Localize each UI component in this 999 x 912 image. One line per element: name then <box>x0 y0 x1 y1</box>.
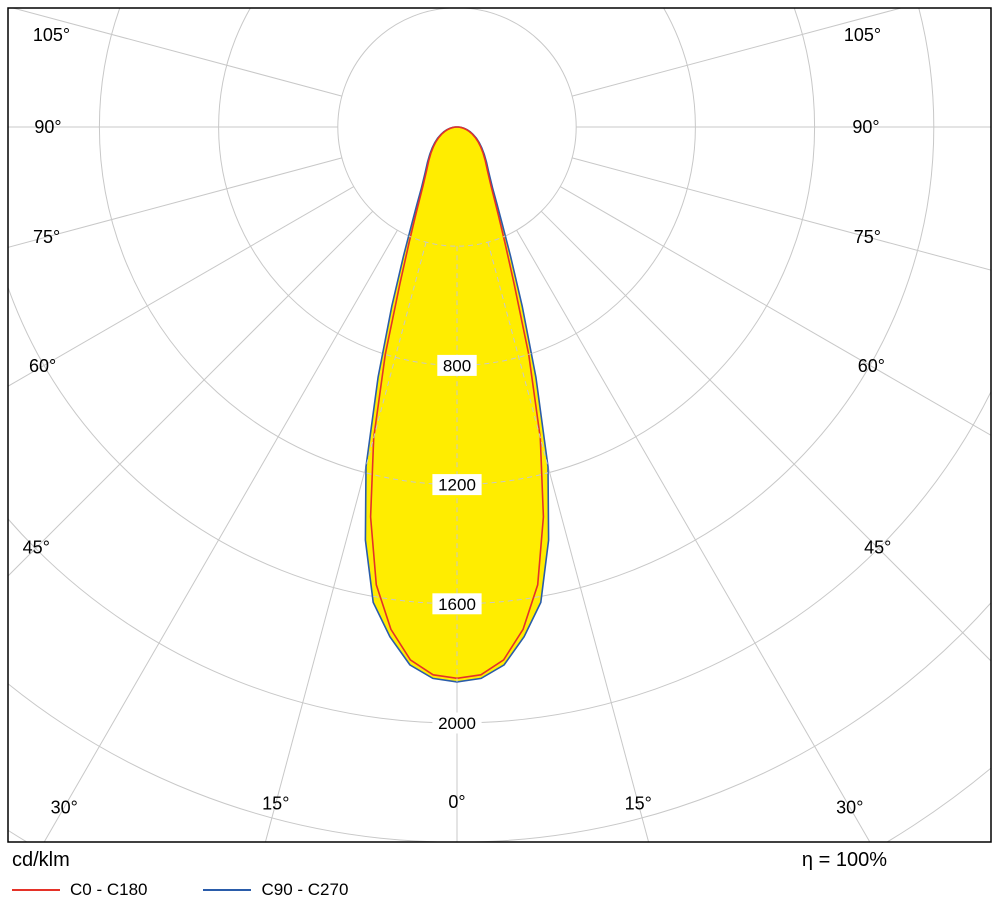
ring-label-bg-1200 <box>432 474 482 496</box>
ring-label-bg-2000 <box>432 712 482 734</box>
grid-radial-right-75 <box>571 157 991 271</box>
ring-label-1200: 1200 <box>438 476 476 495</box>
unit-label: cd/klm <box>12 849 70 871</box>
angle-label-left-60: 60° <box>29 356 56 376</box>
grid-radial-right-105 <box>571 8 903 97</box>
angle-label-right-15: 15° <box>625 793 652 813</box>
legend-item-c0-c180: C0 - C180 <box>12 880 147 900</box>
grid-radial-left-45 <box>8 210 374 577</box>
angle-labels: 0° 15° 15° 30° 30° 45° 45° 60° 60° 75° 75° 90° 90° 10… <box>23 25 892 817</box>
grid-radial-right-60 <box>559 186 991 436</box>
grid-radial-right-45 <box>540 210 991 662</box>
ring-label-bg-800 <box>437 354 477 376</box>
grid-radial-left-105 <box>11 8 343 97</box>
ring-labels: 800 1200 1600 2000 <box>432 354 482 734</box>
grid-radial-left-60 <box>8 186 355 387</box>
grid-radial-right-30 <box>516 229 871 842</box>
angle-label-right-60: 60° <box>858 356 885 376</box>
ring-label-bg-1600 <box>432 593 482 615</box>
angle-label-right-105: 105° <box>844 25 881 45</box>
footer: cd/klm η = 100% C0 - C180 C90 - C270 <box>0 846 999 912</box>
legend: C0 - C180 C90 - C270 <box>0 872 999 900</box>
angle-label-right-75: 75° <box>854 227 881 247</box>
angle-label-center-0: 0° <box>448 792 465 812</box>
efficiency-label: η = 100% <box>801 849 887 871</box>
plot-border <box>7 7 992 843</box>
angle-label-left-105: 105° <box>33 25 70 45</box>
legend-label: C90 - C270 <box>261 880 349 899</box>
angle-label-right-45: 45° <box>864 538 891 558</box>
legend-item-c90-c270: C90 - C270 <box>203 880 348 900</box>
beam-lobe <box>364 126 550 683</box>
legend-label: C0 - C180 <box>70 880 148 899</box>
beam-curve-c0-c180 <box>369 126 545 680</box>
angle-label-right-30: 30° <box>836 797 863 817</box>
legend-line-swatch <box>12 889 60 891</box>
footer-row: cd/klm η = 100% <box>0 846 999 872</box>
ring-label-800: 800 <box>443 356 471 375</box>
legend-line-swatch <box>203 889 252 891</box>
angle-label-left-30: 30° <box>51 797 78 817</box>
ring-label-1600: 1600 <box>438 595 476 614</box>
angle-label-left-45: 45° <box>23 538 50 558</box>
polar-diagram: 800 1200 1600 2000 0° 15° 15° 30° 30° 45° 45° 60° 60… <box>7 7 992 843</box>
angle-label-left-15: 15° <box>262 793 289 813</box>
angle-label-left-90: 90° <box>34 117 61 137</box>
angle-label-left-75: 75° <box>33 227 60 247</box>
ring-label-2000: 2000 <box>438 714 476 733</box>
grid-radial-left-75 <box>8 157 343 248</box>
angle-label-right-90: 90° <box>852 117 879 137</box>
grid-radial-left-30 <box>43 229 398 842</box>
